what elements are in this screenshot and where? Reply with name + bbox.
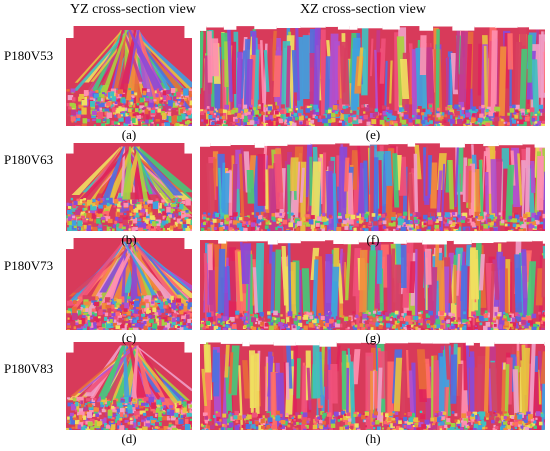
grain-map-graphic <box>66 238 192 330</box>
grain-map-graphic <box>66 26 192 126</box>
xz-orientation-map-f <box>200 143 545 231</box>
row-label: P180V83 <box>4 361 54 376</box>
panel-label-b: (b) <box>121 232 137 247</box>
xz-orientation-map-h <box>200 342 545 430</box>
xz-orientation-map-g <box>200 240 545 330</box>
yz-orientation-map-d <box>66 342 192 430</box>
yz-orientation-map-b <box>66 143 192 231</box>
yz-orientation-map-a <box>66 26 192 126</box>
xz-column-title: XZ cross-section view <box>300 2 426 17</box>
yz-orientation-map-c <box>66 238 192 330</box>
panel-label-h: (h) <box>365 431 381 446</box>
grain-map-graphic <box>200 143 545 231</box>
xz-orientation-map-e <box>200 26 545 126</box>
panel-label-f: (f) <box>366 232 380 247</box>
row-label: P180V63 <box>4 152 54 167</box>
panel-label-d: (d) <box>121 431 137 446</box>
panel-label-a: (a) <box>121 127 137 142</box>
yz-column-title: YZ cross-section view <box>70 2 196 17</box>
panel-label-c: (c) <box>121 330 137 345</box>
row-label: P180V73 <box>4 258 54 273</box>
grain-map-graphic <box>66 143 192 231</box>
grain-map-graphic <box>200 342 545 430</box>
panel-label-e: (e) <box>365 127 381 142</box>
grain-map-graphic <box>200 26 545 126</box>
grain-map-graphic <box>200 240 545 330</box>
grain-map-graphic <box>66 342 192 430</box>
row-label: P180V53 <box>4 48 54 63</box>
panel-label-g: (g) <box>365 330 381 345</box>
